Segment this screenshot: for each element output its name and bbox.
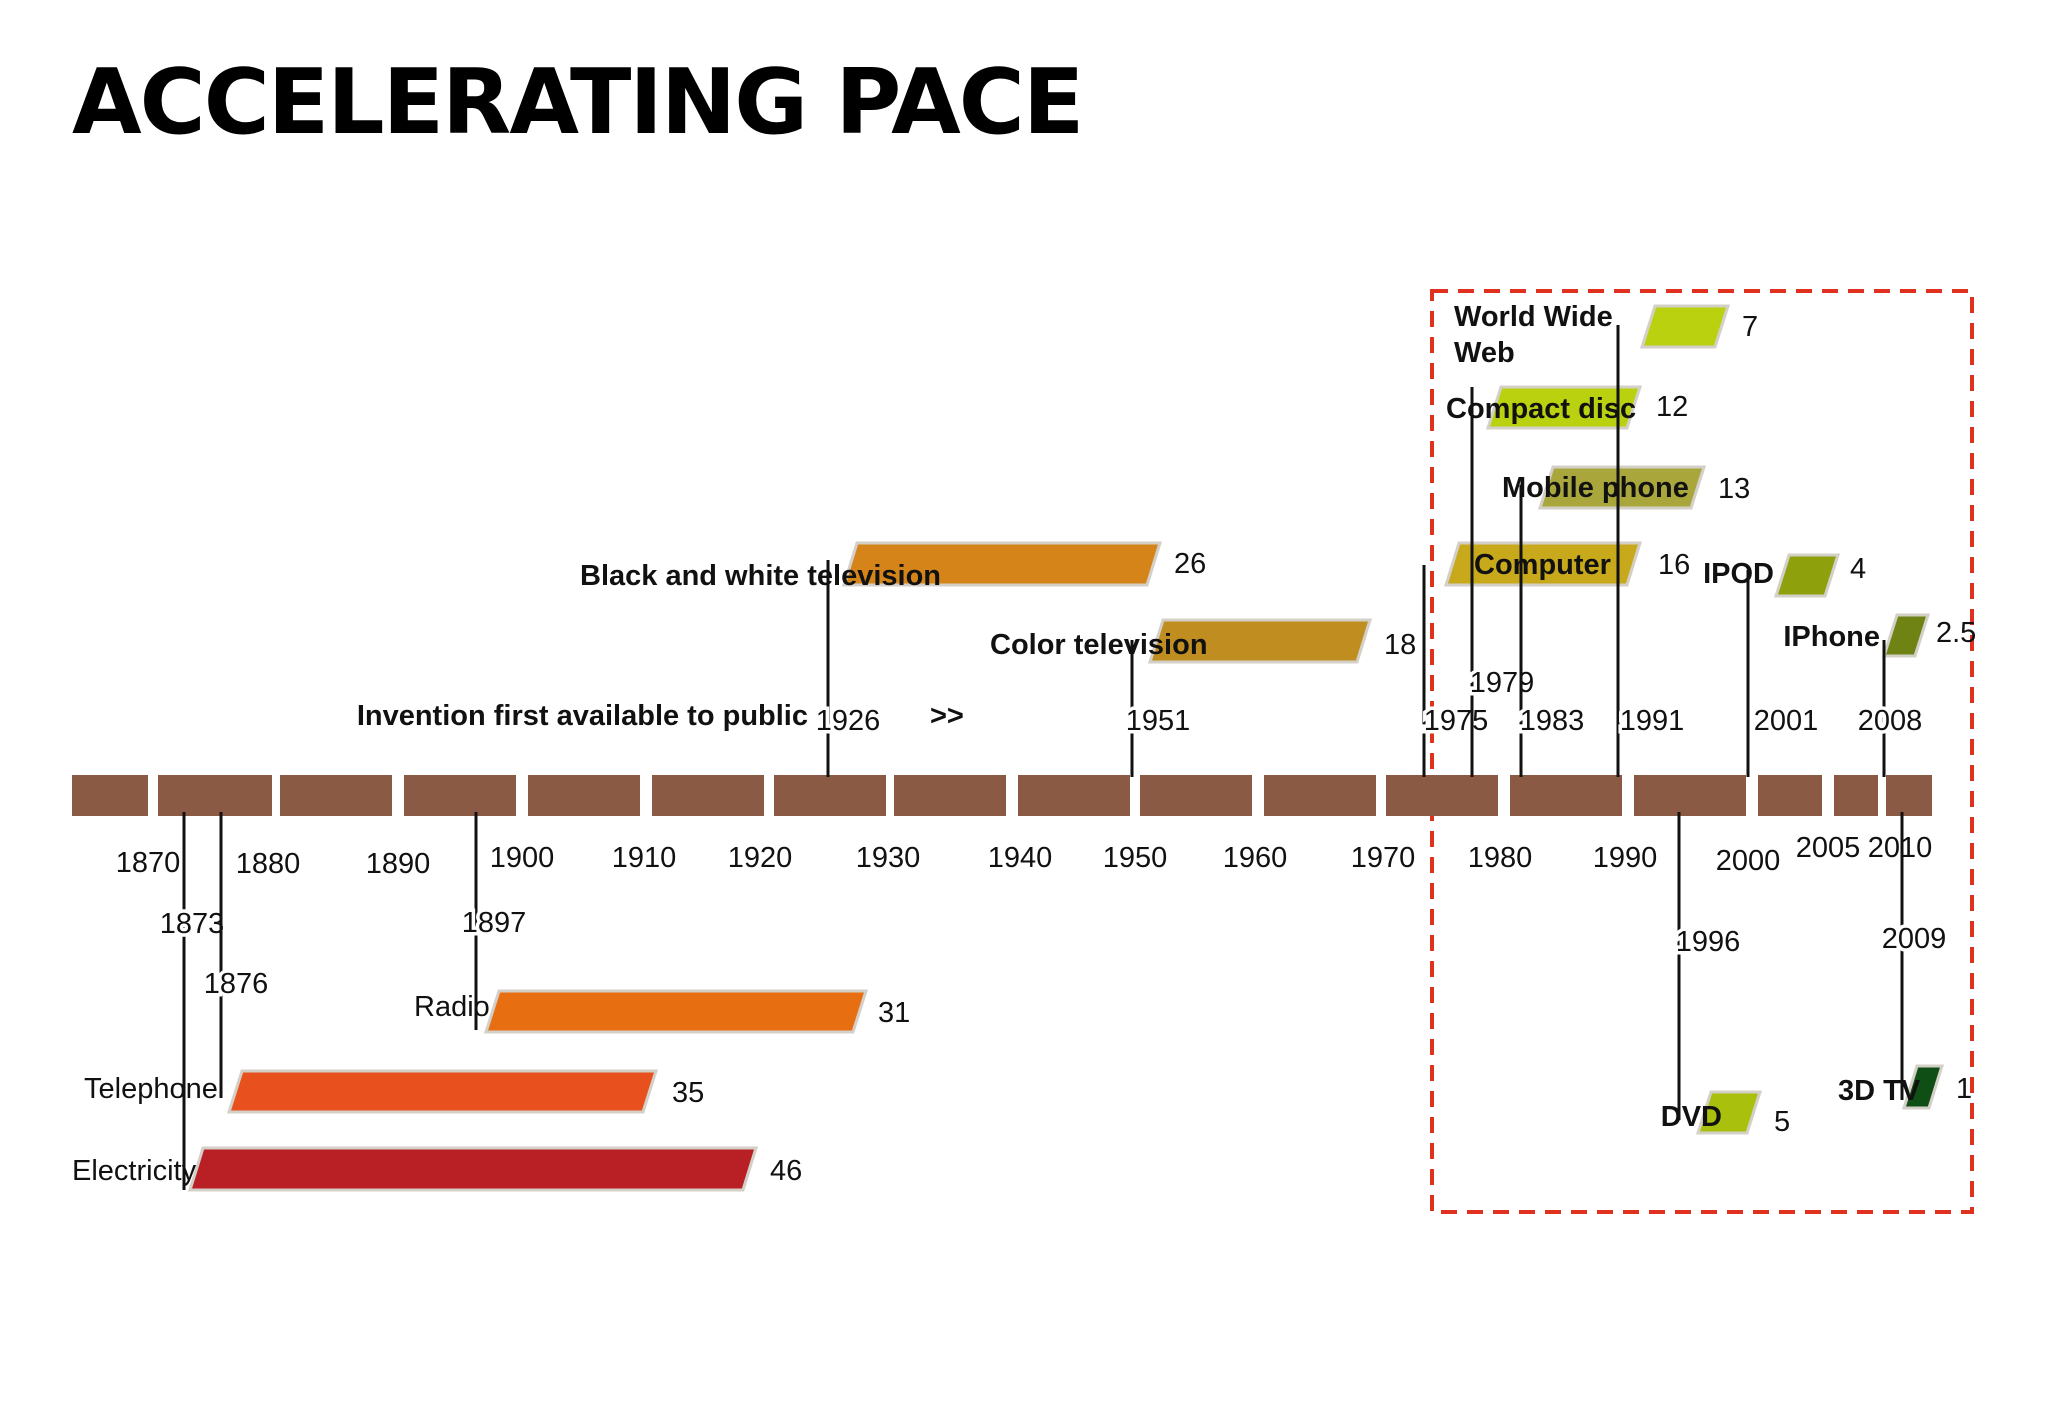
axis-segment [158,775,272,816]
invention-year-label: 2008 [1858,705,1923,737]
axis-segment [1386,775,1498,816]
axis-tick-label: 1920 [728,842,793,874]
axis-tick-label: 1990 [1593,842,1658,874]
invention-name-label: Web [1454,337,1515,369]
invention-year-label: 1996 [1676,926,1741,958]
invention-name-label: Mobile phone [1502,472,1689,504]
axis-tick-label: 1940 [988,842,1053,874]
bar-3d-tv [1901,1064,1945,1110]
invention-name-label: Compact disc [1446,393,1636,425]
invention-name-label: IPOD [1703,558,1774,590]
bar-black-and-white-television [841,541,1163,587]
highlight-box [1430,289,1974,1214]
axis-segment [1510,775,1622,816]
invention-year-label: 1991 [1620,705,1685,737]
axis-tick-label: 1910 [612,842,677,874]
invention-value-label: 35 [672,1077,704,1109]
axis-segment [1834,775,1878,816]
axis-tick-label: 1980 [1468,842,1533,874]
invention-value-label: 12 [1656,391,1688,423]
invention-year-label: 2009 [1882,923,1947,955]
axis-segment [894,775,1006,816]
invention-name-label: Black and white television [580,560,941,592]
bar-computer [1443,541,1643,587]
axis-arrow: >> [930,700,964,732]
invention-name-label: IPhone [1783,621,1880,653]
invention-name-label: 3D TV [1838,1075,1921,1107]
axis-segment [774,775,886,816]
invention-name-label: World Wide [1454,301,1613,333]
invention-name-label: Computer [1474,549,1611,581]
axis-tick-label: 1960 [1223,842,1288,874]
invention-year-label: 1926 [816,705,881,737]
invention-value-label: 2.5 [1936,617,1976,649]
invention-value-label: 13 [1718,473,1750,505]
invention-name-label: Color television [990,629,1208,661]
axis-tick-label: 1880 [236,848,301,880]
bar-mobile-phone [1537,465,1707,510]
axis-tick-label: 2010 [1868,832,1933,864]
axis-segment [652,775,764,816]
axis-segment [1140,775,1252,816]
axis-tick-label: 1930 [856,842,921,874]
invention-value-label: 5 [1774,1106,1790,1138]
invention-year-label: 1876 [204,968,269,1000]
bar-world-wide-web [1639,304,1731,349]
bar-radio [483,989,869,1034]
invention-year-label: 1873 [160,908,225,940]
invention-value-label: 46 [770,1155,802,1187]
bar-dvd [1695,1090,1763,1135]
axis-segment [72,775,148,816]
invention-name-label: DVD [1661,1101,1722,1133]
axis-segment [1634,775,1746,816]
axis-tick-label: 1950 [1103,842,1168,874]
bar-compact-disc [1485,385,1643,430]
invention-name-label: Electricity [72,1155,197,1187]
axis-segment [528,775,640,816]
axis-segment [1886,775,1932,816]
invention-value-label: 1 [1956,1073,1972,1105]
invention-value-label: 26 [1174,548,1206,580]
invention-value-label: 4 [1850,553,1866,585]
axis-segment [1018,775,1130,816]
invention-year-label: 1979 [1470,667,1535,699]
bar-ipod [1773,553,1841,598]
invention-year-label: 1975 [1424,705,1489,737]
bar-iphone [1881,613,1931,658]
invention-value-label: 18 [1384,629,1416,661]
axis-segment [404,775,516,816]
invention-year-label: 2001 [1754,705,1819,737]
axis-tick-label: 1970 [1351,842,1416,874]
axis-tick-label: 1870 [116,847,181,879]
invention-name-label: Telephone [84,1073,218,1105]
axis-tick-label: 1890 [366,848,431,880]
invention-value-label: 31 [878,997,910,1029]
page-title: ACCELERATING PACE [72,50,1084,155]
bar-color-television [1147,618,1373,664]
bar-electricity [187,1146,759,1192]
bar-telephone [226,1069,659,1114]
invention-name-label: Radio [414,991,490,1023]
invention-year-label: 1983 [1520,705,1585,737]
invention-value-label: 7 [1742,311,1758,343]
axis-segment [1758,775,1822,816]
axis-subtitle: Invention first available to public [357,700,808,732]
invention-value-label: 16 [1658,549,1690,581]
invention-year-label: 1897 [462,907,527,939]
axis-segment [1264,775,1376,816]
axis-tick-label: 1900 [490,842,555,874]
axis-segment [280,775,392,816]
axis-tick-label: 2005 [1796,832,1861,864]
axis-tick-label: 2000 [1716,845,1781,877]
invention-year-label: 1951 [1126,705,1191,737]
